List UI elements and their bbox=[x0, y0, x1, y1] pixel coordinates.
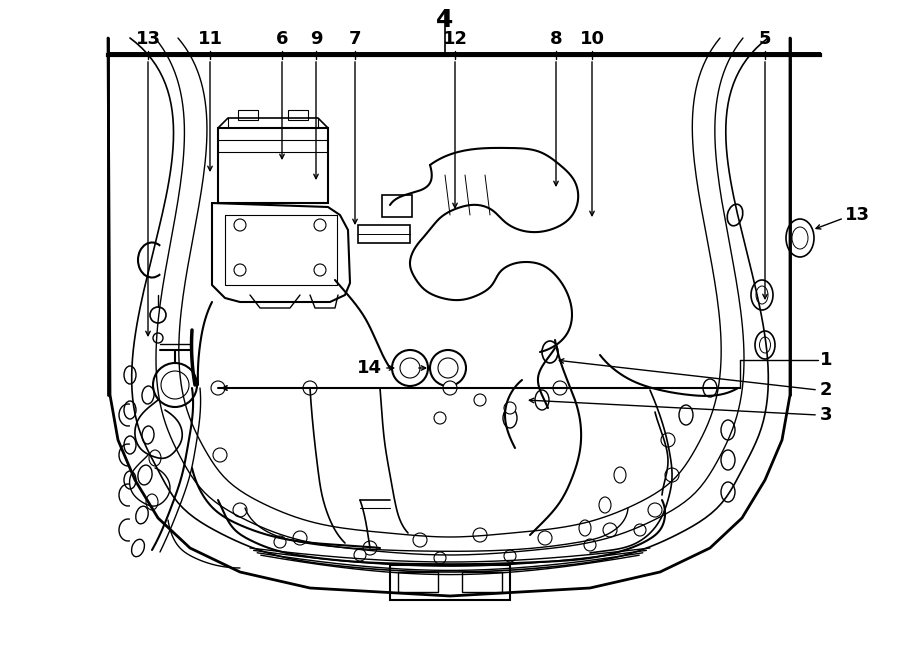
Text: 11: 11 bbox=[197, 30, 222, 48]
Circle shape bbox=[430, 350, 466, 386]
Text: 14: 14 bbox=[357, 359, 382, 377]
Ellipse shape bbox=[786, 219, 814, 257]
Circle shape bbox=[434, 552, 446, 564]
Circle shape bbox=[538, 531, 552, 545]
Circle shape bbox=[274, 536, 286, 548]
Circle shape bbox=[161, 371, 189, 399]
Ellipse shape bbox=[721, 450, 735, 470]
Bar bbox=[358, 225, 410, 243]
Ellipse shape bbox=[751, 280, 773, 310]
Circle shape bbox=[153, 333, 163, 343]
Circle shape bbox=[234, 264, 246, 276]
Circle shape bbox=[648, 503, 662, 517]
Circle shape bbox=[213, 448, 227, 462]
Ellipse shape bbox=[599, 497, 611, 513]
Circle shape bbox=[603, 523, 617, 537]
Text: 1: 1 bbox=[820, 351, 832, 369]
Bar bbox=[382, 195, 412, 217]
Ellipse shape bbox=[727, 204, 742, 226]
Ellipse shape bbox=[124, 401, 136, 419]
Circle shape bbox=[392, 350, 428, 386]
Circle shape bbox=[584, 539, 596, 551]
Text: 6: 6 bbox=[275, 30, 288, 48]
Circle shape bbox=[438, 358, 458, 378]
Bar bbox=[462, 572, 502, 592]
Ellipse shape bbox=[792, 227, 808, 249]
Ellipse shape bbox=[756, 286, 768, 304]
Circle shape bbox=[293, 531, 307, 545]
Ellipse shape bbox=[679, 405, 693, 425]
Circle shape bbox=[234, 219, 246, 231]
Text: 9: 9 bbox=[310, 30, 322, 48]
Text: 2: 2 bbox=[820, 381, 832, 399]
Circle shape bbox=[233, 503, 247, 517]
Text: 8: 8 bbox=[550, 30, 562, 48]
Circle shape bbox=[474, 394, 486, 406]
Ellipse shape bbox=[703, 379, 717, 397]
Circle shape bbox=[504, 550, 516, 562]
Circle shape bbox=[354, 549, 366, 561]
Text: 4: 4 bbox=[436, 8, 454, 32]
Circle shape bbox=[363, 541, 377, 555]
Ellipse shape bbox=[542, 341, 558, 363]
Circle shape bbox=[661, 433, 675, 447]
Ellipse shape bbox=[124, 471, 136, 489]
Circle shape bbox=[434, 412, 446, 424]
Ellipse shape bbox=[131, 539, 144, 557]
Ellipse shape bbox=[760, 337, 770, 353]
Circle shape bbox=[303, 381, 317, 395]
Circle shape bbox=[634, 524, 646, 536]
Bar bbox=[398, 572, 438, 592]
Ellipse shape bbox=[721, 482, 735, 502]
Ellipse shape bbox=[136, 506, 149, 524]
Ellipse shape bbox=[535, 390, 549, 410]
Ellipse shape bbox=[146, 494, 158, 510]
Bar bbox=[390, 565, 510, 600]
Bar bbox=[238, 110, 258, 120]
Ellipse shape bbox=[149, 450, 161, 466]
Ellipse shape bbox=[755, 331, 775, 359]
Text: 12: 12 bbox=[443, 30, 467, 48]
Ellipse shape bbox=[721, 420, 735, 440]
Circle shape bbox=[150, 307, 166, 323]
Text: 13: 13 bbox=[845, 206, 870, 224]
Circle shape bbox=[314, 219, 326, 231]
Circle shape bbox=[400, 358, 420, 378]
Text: 13: 13 bbox=[136, 30, 160, 48]
Circle shape bbox=[314, 264, 326, 276]
Circle shape bbox=[413, 533, 427, 547]
Ellipse shape bbox=[142, 426, 154, 444]
Circle shape bbox=[153, 363, 197, 407]
Text: 7: 7 bbox=[349, 30, 361, 48]
Circle shape bbox=[665, 468, 679, 482]
Ellipse shape bbox=[614, 467, 626, 483]
Circle shape bbox=[473, 528, 487, 542]
Ellipse shape bbox=[124, 436, 136, 454]
Text: 10: 10 bbox=[580, 30, 605, 48]
Ellipse shape bbox=[579, 520, 591, 536]
Ellipse shape bbox=[503, 408, 517, 428]
Text: 5: 5 bbox=[759, 30, 771, 48]
Circle shape bbox=[504, 402, 516, 414]
Ellipse shape bbox=[142, 386, 154, 404]
Circle shape bbox=[443, 381, 457, 395]
Circle shape bbox=[553, 381, 567, 395]
Circle shape bbox=[211, 381, 225, 395]
Bar bbox=[288, 110, 308, 120]
Bar bbox=[218, 128, 328, 203]
Ellipse shape bbox=[124, 366, 136, 384]
Text: 3: 3 bbox=[820, 406, 832, 424]
Ellipse shape bbox=[138, 465, 152, 485]
